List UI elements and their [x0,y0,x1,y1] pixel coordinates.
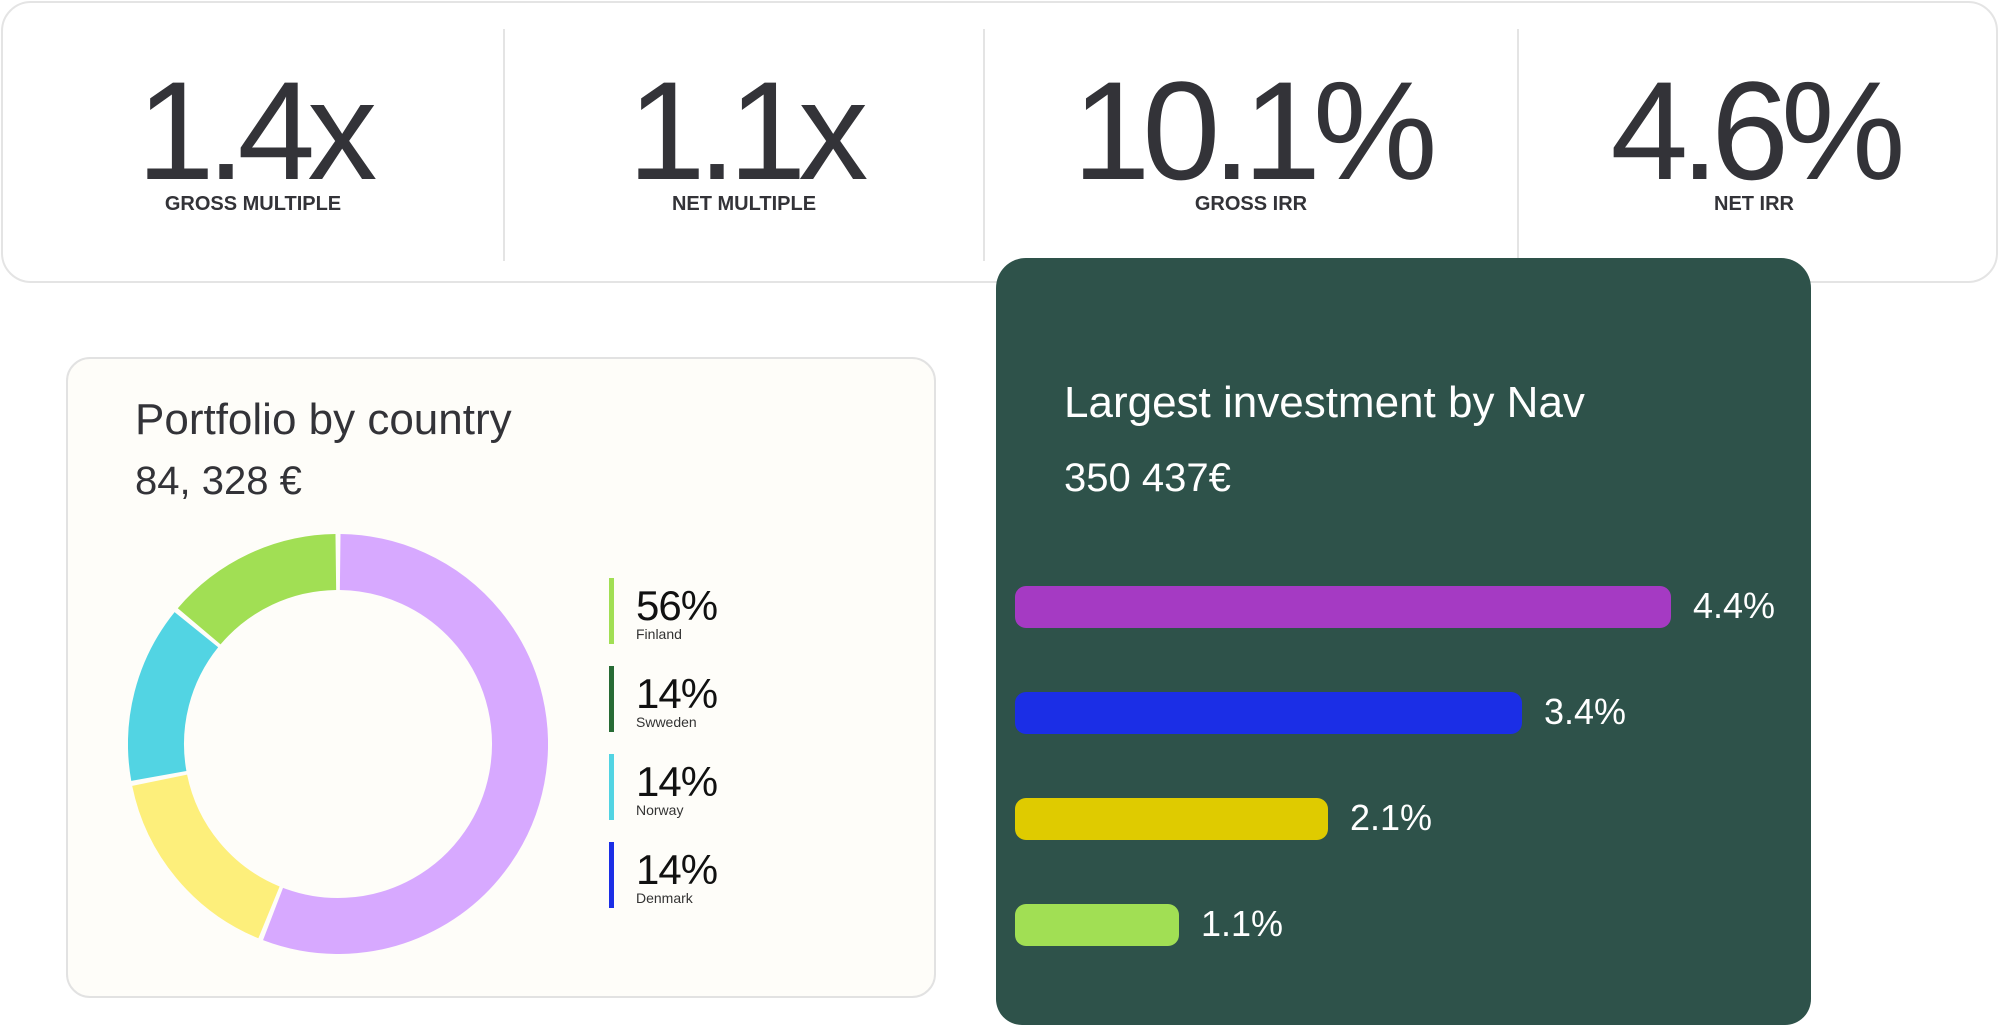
kpi-label: NET IRR [1714,193,1794,215]
legend-country: Finland [636,626,682,642]
kpi-net-irr: 4.6% NET IRR [1519,3,1989,285]
portfolio-total: 84, 328 € [135,459,302,503]
nav-bar [1015,904,1179,946]
kpi-strip: 1.4x GROSS MULTIPLE 1.1x NET MULTIPLE 10… [1,1,1998,283]
kpi-label: GROSS MULTIPLE [164,193,342,215]
donut-segment [132,773,281,939]
legend-color-bar [609,842,614,908]
nav-title: Largest investment by Nav [1064,378,1585,427]
legend-item-denmark: 14% Denmark [609,842,809,908]
kpi-value: 10.1% [1072,52,1438,209]
legend-percent: 14% [636,846,718,893]
legend-color-bar [609,754,614,820]
nav-bar-label: 4.4% [1693,585,1776,626]
legend-country: Norway [636,802,684,818]
nav-bar [1015,798,1328,840]
kpi-value: 4.6% [1610,52,1905,209]
kpi-gross-irr: 10.1% GROSS IRR [985,3,1517,285]
nav-total: 350 437€ [1064,456,1231,500]
nav-bar-label: 1.1% [1201,903,1284,944]
kpi-value: 1.1x [627,52,869,209]
legend-color-bar [609,666,614,732]
nav-bar-label: 2.1% [1350,797,1433,838]
legend-item-norway: 14% Norway [609,754,809,820]
legend-percent: 14% [636,758,718,805]
nav-bar-label: 3.4% [1544,691,1627,732]
donut-segment [263,534,548,954]
legend-country: Denmark [636,890,693,906]
nav-bar [1015,692,1522,734]
largest-investment-card: Largest investment by Nav 350 437€ 4.4% 3… [996,258,1811,1025]
kpi-net-multiple: 1.1x NET MULTIPLE [505,3,983,285]
nav-bar [1015,586,1671,628]
donut-segment [128,612,219,781]
legend-color-bar [609,578,614,644]
kpi-gross-multiple: 1.4x GROSS MULTIPLE [3,3,503,285]
legend-percent: 14% [636,670,718,717]
legend-percent: 56% [636,582,718,629]
kpi-label: GROSS IRR [1194,193,1308,215]
portfolio-donut-chart [128,534,548,954]
portfolio-by-country-card: Portfolio by country 84, 328 € 56% Finla… [66,357,936,998]
kpi-divider [503,29,505,261]
kpi-value: 1.4x [136,52,378,209]
kpi-divider [983,29,985,261]
legend-country: Swweden [636,714,697,730]
kpi-divider [1517,29,1519,261]
donut-segment [177,534,337,645]
kpi-label: NET MULTIPLE [671,193,817,215]
legend-item-finland: 56% Finland [609,578,809,644]
legend-item-sweden: 14% Swweden [609,666,809,732]
portfolio-title: Portfolio by country [135,395,512,444]
